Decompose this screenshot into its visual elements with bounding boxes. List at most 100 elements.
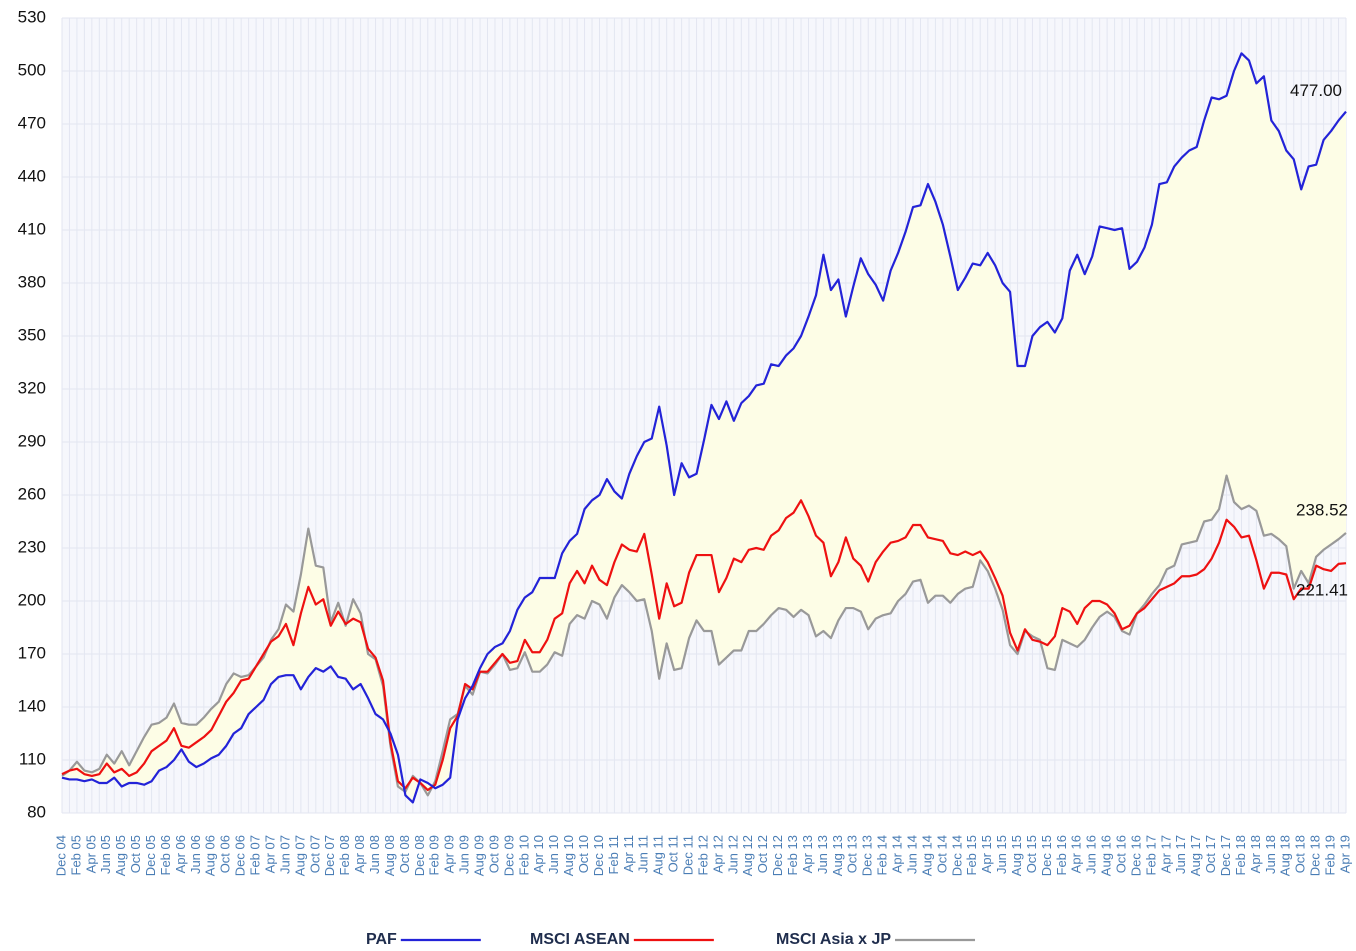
x-tick-label: Jun 17 <box>1173 835 1188 874</box>
y-tick-label: 380 <box>18 272 46 291</box>
x-tick-label: Jun 08 <box>367 835 382 874</box>
y-tick-label: 170 <box>18 643 46 662</box>
x-tick-label: Apr 07 <box>262 835 277 873</box>
x-tick-label: Apr 12 <box>710 835 725 873</box>
x-tick-label: Oct 09 <box>486 835 501 873</box>
x-tick-label: Feb 11 <box>606 835 621 875</box>
x-tick-label: Dec 10 <box>591 835 606 876</box>
y-tick-label: 350 <box>18 325 46 344</box>
x-tick-label: Apr 13 <box>800 835 815 873</box>
series-line <box>61 499 1347 792</box>
x-tick-label: Apr 11 <box>621 835 636 872</box>
x-tick-label: Dec 05 <box>143 835 158 876</box>
x-tick-label: Oct 05 <box>128 835 143 873</box>
x-tick-label: Jun 07 <box>277 835 292 874</box>
series-line <box>61 474 1347 797</box>
x-tick-label: Apr 06 <box>173 835 188 873</box>
x-tick-label: Feb 18 <box>1233 835 1248 875</box>
x-tick-label: Aug 06 <box>203 835 218 876</box>
x-tick-label: Jun 06 <box>188 835 203 874</box>
y-tick-label: 110 <box>19 749 46 768</box>
x-tick-label: Aug 07 <box>292 835 307 876</box>
x-tick-label: Feb 17 <box>1143 835 1158 875</box>
x-tick-label: Dec 18 <box>1308 835 1323 876</box>
x-tick-label: Dec 09 <box>501 835 516 876</box>
x-tick-label: Aug 15 <box>1009 835 1024 876</box>
x-tick-label: Dec 14 <box>949 835 964 876</box>
x-tick-label: Oct 06 <box>218 835 233 873</box>
band-fill <box>62 53 1346 803</box>
series-line <box>61 52 1347 804</box>
x-tick-label: Dec 04 <box>53 835 68 876</box>
y-tick-label: 500 <box>18 60 46 79</box>
x-tick-label: Aug 18 <box>1278 835 1293 876</box>
end-value-label: 238.52 <box>1296 500 1348 519</box>
y-tick-label: 230 <box>18 537 46 556</box>
end-value-label: 221.41 <box>1296 581 1348 600</box>
legend-label: MSCI Asia x JP <box>776 931 891 948</box>
x-tick-label: Feb 19 <box>1323 835 1338 875</box>
x-tick-label: Feb 08 <box>337 835 352 875</box>
x-tick-label: Feb 16 <box>1054 835 1069 875</box>
x-tick-label: Feb 05 <box>68 835 83 875</box>
x-tick-label: Jun 15 <box>994 835 1009 874</box>
legend-label: PAF <box>366 931 397 948</box>
x-tick-label: Apr 05 <box>83 835 98 873</box>
x-tick-label: Apr 18 <box>1248 835 1263 873</box>
x-tick-label: Dec 06 <box>233 835 248 876</box>
y-tick-label: 290 <box>18 431 46 450</box>
x-tick-label: Oct 11 <box>666 835 681 872</box>
x-tick-label: Apr 15 <box>979 835 994 873</box>
y-tick-label: 410 <box>18 219 46 238</box>
y-tick-label: 80 <box>27 802 46 821</box>
x-tick-label: Oct 14 <box>934 835 949 873</box>
x-tick-label: Feb 06 <box>158 835 173 875</box>
x-tick-label: Jun 13 <box>815 835 830 874</box>
x-tick-label: Aug 16 <box>1099 835 1114 876</box>
x-tick-label: Aug 13 <box>830 835 845 876</box>
x-tick-label: Aug 09 <box>471 835 486 876</box>
x-tick-label: Aug 11 <box>651 835 666 875</box>
y-tick-label: 140 <box>18 696 46 715</box>
x-tick-label: Oct 12 <box>755 835 770 873</box>
x-tick-label: Oct 17 <box>1203 835 1218 873</box>
x-tick-label: Apr 14 <box>890 835 905 873</box>
x-tick-label: Feb 10 <box>516 835 531 875</box>
x-tick-label: Aug 10 <box>561 835 576 876</box>
x-tick-label: Dec 07 <box>322 835 337 876</box>
y-tick-label: 260 <box>18 484 46 503</box>
x-tick-label: Dec 11 <box>681 835 696 875</box>
x-tick-label: Oct 15 <box>1024 835 1039 873</box>
x-tick-label: Jun 05 <box>98 835 113 874</box>
y-tick-label: 470 <box>18 113 46 132</box>
x-tick-label: Feb 12 <box>695 835 710 875</box>
x-tick-label: Apr 17 <box>1158 835 1173 873</box>
x-tick-label: Feb 13 <box>785 835 800 875</box>
x-tick-label: Dec 15 <box>1039 835 1054 876</box>
x-tick-label: Jun 09 <box>457 835 472 874</box>
x-tick-label: Feb 07 <box>248 835 263 875</box>
x-tick-label: Aug 14 <box>919 835 934 876</box>
x-tick-label: Jun 11 <box>636 835 651 873</box>
x-tick-label: Oct 13 <box>845 835 860 873</box>
x-tick-label: Dec 16 <box>1128 835 1143 876</box>
x-tick-label: Feb 09 <box>427 835 442 875</box>
x-tick-label: Dec 17 <box>1218 835 1233 876</box>
x-tick-label: Oct 18 <box>1293 835 1308 873</box>
x-tick-label: Feb 14 <box>875 835 890 875</box>
x-tick-label: Apr 16 <box>1069 835 1084 873</box>
x-tick-label: Apr 08 <box>352 835 367 873</box>
y-tick-label: 530 <box>18 7 46 26</box>
x-tick-label: Dec 13 <box>860 835 875 876</box>
x-tick-label: Oct 08 <box>397 835 412 873</box>
y-tick-label: 440 <box>18 166 46 185</box>
y-tick-label: 320 <box>18 378 46 397</box>
x-tick-label: Aug 05 <box>113 835 128 876</box>
x-tick-label: Oct 16 <box>1113 835 1128 873</box>
x-tick-label: Jun 14 <box>904 835 919 874</box>
x-tick-label: Jun 12 <box>725 835 740 874</box>
y-tick-label: 200 <box>18 590 46 609</box>
x-tick-label: Jun 16 <box>1084 835 1099 874</box>
